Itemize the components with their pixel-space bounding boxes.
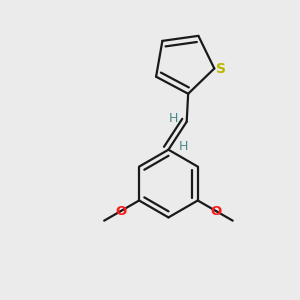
Text: H: H <box>178 140 188 153</box>
Text: O: O <box>211 205 222 218</box>
Text: S: S <box>216 61 226 76</box>
Text: O: O <box>115 205 126 218</box>
Text: H: H <box>169 112 178 125</box>
